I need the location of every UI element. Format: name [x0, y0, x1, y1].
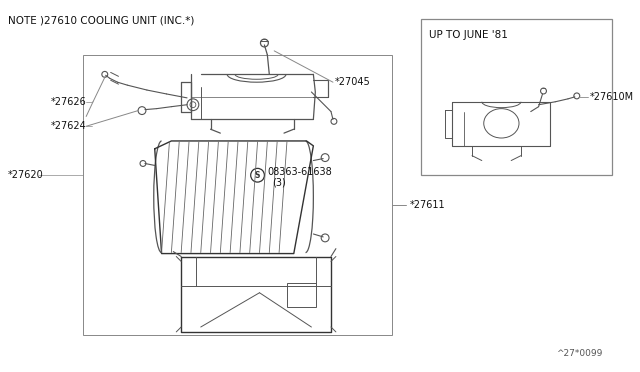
Text: ^27*0099: ^27*0099 — [556, 349, 602, 358]
Bar — [287, 283, 316, 307]
Text: UP TO JUNE '81: UP TO JUNE '81 — [429, 30, 508, 40]
Text: (3): (3) — [272, 177, 286, 187]
Text: *27611: *27611 — [410, 200, 445, 209]
Text: *27624: *27624 — [51, 121, 86, 131]
Text: *27610M: *27610M — [589, 92, 634, 102]
Text: *27626: *27626 — [51, 97, 86, 107]
Text: S: S — [255, 171, 260, 180]
Bar — [83, 55, 392, 335]
Text: *27045: *27045 — [335, 77, 371, 87]
Bar — [421, 19, 612, 175]
Text: 08363-61638: 08363-61638 — [268, 167, 332, 177]
Text: NOTE )27610 COOLING UNIT (INC.*): NOTE )27610 COOLING UNIT (INC.*) — [8, 16, 194, 26]
Text: *27620: *27620 — [8, 170, 44, 180]
